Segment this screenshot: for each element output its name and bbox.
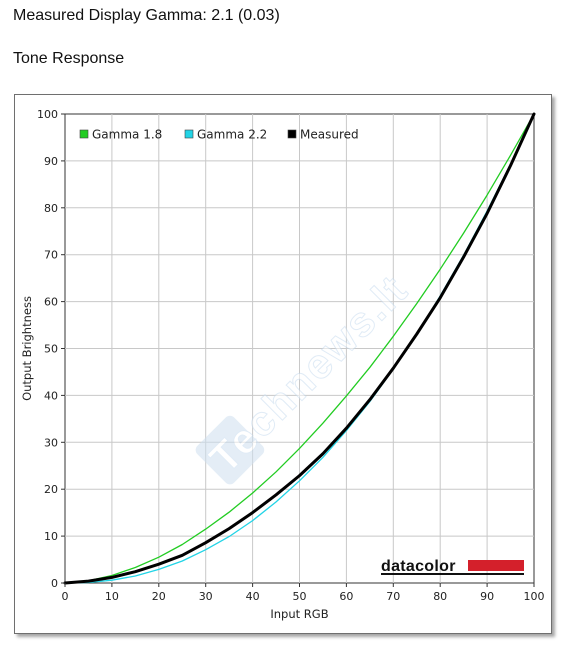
- y-tick-label: 60: [44, 296, 58, 309]
- y-tick-label: 50: [44, 343, 58, 356]
- y-tick-label: 70: [44, 249, 58, 262]
- legend-label-gamma-1-8: Gamma 1.8: [92, 128, 162, 142]
- x-tick-label: 70: [386, 590, 400, 603]
- x-tick-labels: 0 10 20 30 40 50 60 70 80 90 100: [62, 583, 545, 603]
- chart-panel: Technews.lt 0 10 20 30 40 50 60 70 80 90 100 0 10 20…: [14, 94, 552, 634]
- x-axis-label: Input RGB: [270, 607, 328, 621]
- legend: Gamma 1.8 Gamma 2.2 Measured: [79, 128, 359, 142]
- x-tick-label: 80: [433, 590, 447, 603]
- x-tick-label: 40: [246, 590, 260, 603]
- series-line-gamma-1-8: [64, 113, 535, 584]
- x-tick-label: 30: [199, 590, 213, 603]
- x-tick-label: 100: [524, 590, 545, 603]
- x-tick-label: 0: [62, 590, 69, 603]
- y-tick-label: 100: [37, 108, 58, 121]
- y-tick-label: 80: [44, 202, 58, 215]
- chart-subtitle: Tone Response: [13, 50, 125, 67]
- y-tick-label: 0: [51, 577, 58, 590]
- series-line-measured: [63, 112, 536, 585]
- datacolor-logo-underline: [381, 573, 524, 575]
- y-axis-label: Output Brightness: [20, 296, 34, 401]
- legend-swatch-measured: [287, 129, 297, 139]
- x-tick-label: 60: [339, 590, 353, 603]
- y-tick-label: 20: [44, 483, 58, 496]
- y-tick-labels: 0 10 20 30 40 50 60 70 80 90 100: [37, 108, 65, 590]
- legend-swatch-gamma-2-2: [184, 129, 194, 139]
- grid-lines: [65, 114, 534, 583]
- legend-label-measured: Measured: [300, 128, 359, 142]
- x-tick-label: 20: [152, 590, 166, 603]
- legend-label-gamma-2-2: Gamma 2.2: [197, 128, 267, 142]
- x-tick-label: 90: [480, 590, 494, 603]
- y-tick-label: 40: [44, 389, 58, 402]
- y-tick-label: 10: [44, 530, 58, 543]
- page-title: Measured Display Gamma: 2.1 (0.03): [13, 7, 280, 24]
- legend-swatch-gamma-1-8: [79, 129, 89, 139]
- y-tick-label: 30: [44, 436, 58, 449]
- x-tick-label: 50: [293, 590, 307, 603]
- series-lines: [63, 112, 536, 585]
- datacolor-logo-bar: [468, 560, 524, 571]
- datacolor-logo: datacolor: [381, 558, 524, 575]
- x-tick-label: 10: [105, 590, 119, 603]
- y-tick-label: 90: [44, 155, 58, 168]
- datacolor-logo-text: datacolor: [381, 558, 456, 575]
- tone-response-chart: Technews.lt 0 10 20 30 40 50 60 70 80 90 100 01020…: [20, 108, 545, 621]
- watermark-badge: [195, 415, 265, 485]
